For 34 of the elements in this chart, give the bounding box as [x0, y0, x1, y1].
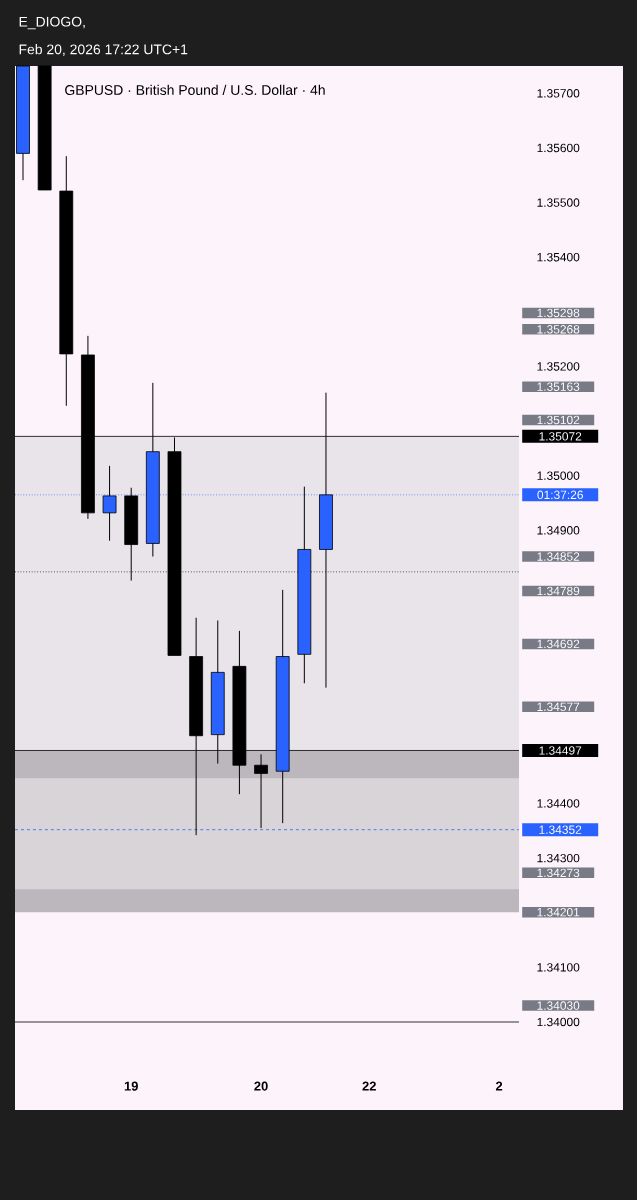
y-tick-label: 1.35200 — [537, 362, 580, 371]
y-tick-label: 1.34100 — [537, 963, 580, 972]
x-tick-label: 2 — [495, 1081, 503, 1091]
y-tick-label: 1.34201 — [537, 907, 580, 917]
y-tick-label: 1.34030 — [537, 1001, 580, 1010]
y-tick-label: 1.34900 — [537, 526, 580, 535]
x-tick-label: 19 — [124, 1081, 138, 1091]
text: Feb 20, 2026 17:22 UTC+1 — [19, 44, 188, 56]
y-tick-label: 1.34577 — [537, 702, 580, 712]
x-tick-label: 22 — [362, 1081, 376, 1091]
y-tick-label: 1.34300 — [537, 853, 580, 863]
y-tick-label: 1.35102 — [537, 415, 580, 425]
y-tick-label: 1.34852 — [537, 552, 580, 561]
candlestick — [254, 753, 268, 829]
y-tick-label: 1.34400 — [537, 799, 580, 808]
y-tick-label: 1.34000 — [537, 1017, 580, 1027]
y-tick-label: 1.34692 — [537, 639, 580, 649]
y-tick-label: 1.34789 — [537, 586, 580, 596]
y-tick-label: 1.35700 — [537, 89, 580, 98]
y-tick-label: 1.35000 — [537, 471, 580, 480]
y-tick-label: 1.35500 — [537, 198, 580, 207]
ref-line-label: 01:37:26 — [537, 490, 583, 500]
y-tick-label: 1.35268 — [537, 325, 580, 334]
text: E_DIOGO, — [19, 16, 85, 30]
ref-line-label: 1.34497 — [539, 746, 582, 755]
y-tick-label: 1.35400 — [537, 252, 580, 262]
y-tick-label: 1.35600 — [537, 143, 580, 153]
ref-line-label: 1.35072 — [539, 432, 582, 441]
y-tick-label: 1.35163 — [537, 382, 580, 391]
ref-line-label: 1.34352 — [539, 825, 582, 834]
text: GBPUSD · British Pound / U.S. Dollar · 4h — [65, 84, 325, 96]
y-tick-label: 1.34273 — [537, 868, 580, 878]
y-tick-label: 1.35298 — [537, 308, 580, 318]
x-tick-label: 20 — [254, 1081, 268, 1091]
